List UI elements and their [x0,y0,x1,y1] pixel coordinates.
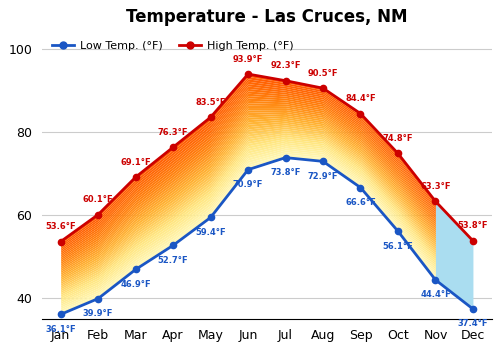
Title: Temperature - Las Cruces, NM: Temperature - Las Cruces, NM [126,8,408,26]
Text: 53.6°F: 53.6°F [46,222,76,231]
Low Temp. (°F) [358,186,364,190]
Text: 44.4°F: 44.4°F [420,290,451,299]
Text: 72.9°F: 72.9°F [308,172,338,181]
High Temp. (°F) [358,111,364,116]
Text: 84.4°F: 84.4°F [345,94,376,103]
Low Temp. (°F) [208,215,214,219]
Line: Low Temp. (°F): Low Temp. (°F) [58,154,476,317]
Low Temp. (°F) [245,168,251,172]
Text: 37.4°F: 37.4°F [458,319,488,328]
Text: 60.1°F: 60.1°F [83,195,114,204]
High Temp. (°F) [208,115,214,119]
Text: 56.1°F: 56.1°F [382,241,414,251]
Text: 70.9°F: 70.9°F [233,180,263,189]
Text: 76.3°F: 76.3°F [158,128,188,137]
Text: 83.5°F: 83.5°F [196,98,226,107]
High Temp. (°F) [282,79,288,83]
High Temp. (°F) [132,175,138,179]
High Temp. (°F) [432,199,438,203]
Text: 74.8°F: 74.8°F [382,134,413,143]
High Temp. (°F) [395,151,401,155]
Low Temp. (°F) [170,243,176,247]
Low Temp. (°F) [95,296,101,301]
Text: 90.5°F: 90.5°F [308,69,338,78]
Low Temp. (°F) [282,155,288,160]
High Temp. (°F) [58,239,64,244]
Low Temp. (°F) [320,159,326,163]
Text: 46.9°F: 46.9°F [120,280,151,289]
Text: 69.1°F: 69.1°F [120,158,151,167]
Legend: Low Temp. (°F), High Temp. (°F): Low Temp. (°F), High Temp. (°F) [48,36,298,55]
Text: 63.3°F: 63.3°F [420,182,450,191]
Text: 52.7°F: 52.7°F [158,256,188,265]
Line: High Temp. (°F): High Temp. (°F) [58,71,476,245]
Text: 66.6°F: 66.6°F [345,198,376,207]
Text: 73.8°F: 73.8°F [270,168,300,177]
Text: 59.4°F: 59.4°F [196,228,226,237]
Low Temp. (°F) [58,312,64,316]
High Temp. (°F) [95,212,101,217]
Text: 93.9°F: 93.9°F [233,55,263,64]
Text: 53.8°F: 53.8°F [458,222,488,230]
Text: 92.3°F: 92.3°F [270,61,301,70]
High Temp. (°F) [245,72,251,76]
High Temp. (°F) [320,86,326,90]
Low Temp. (°F) [395,229,401,233]
Low Temp. (°F) [432,278,438,282]
Low Temp. (°F) [470,307,476,311]
Text: 36.1°F: 36.1°F [46,325,76,334]
Low Temp. (°F) [132,267,138,272]
High Temp. (°F) [170,145,176,149]
Text: 39.9°F: 39.9°F [83,309,114,318]
High Temp. (°F) [470,239,476,243]
